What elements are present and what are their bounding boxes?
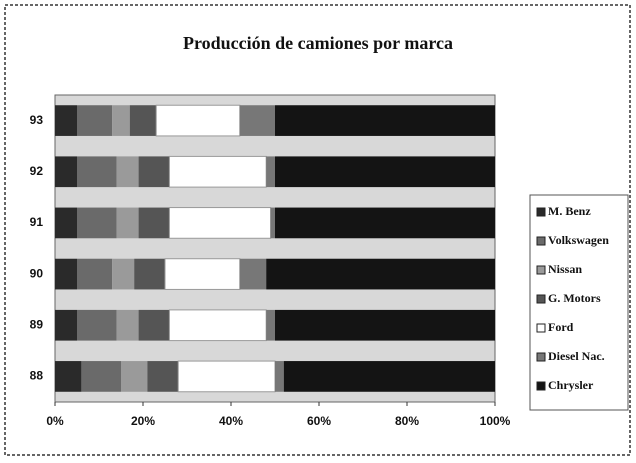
y-tick-label: 88 [30,369,44,383]
y-tick-label: 90 [30,266,44,280]
bar-segment [138,309,170,341]
legend-label: Nissan [548,262,582,276]
x-tick-label: 40% [219,414,243,428]
bar-segment [275,105,495,136]
legend-label: Diesel Nac. [548,349,605,363]
bar-segment [275,207,495,239]
bar-segment [138,156,170,188]
bar-segment [55,258,77,290]
bar-segment [55,207,77,239]
legend-swatch [536,236,546,246]
y-tick-label: 92 [30,164,44,178]
bar-segment [275,156,495,188]
bar-segment [138,207,170,239]
legend-box [529,194,629,411]
bar-segment [275,361,284,392]
bar-segment [112,105,130,136]
x-tick-label: 80% [395,414,419,428]
bar-segment [77,207,117,239]
bar-segment [164,258,241,290]
bar-segment [55,361,82,392]
bar-segment [134,258,165,290]
bar-segment [239,258,267,290]
x-tick-label: 100% [480,414,511,428]
x-tick-label: 60% [307,414,331,428]
plot-area [54,94,496,403]
bar-segment [116,207,139,239]
bar-segment [266,258,495,290]
bar-segment [168,309,267,342]
bar-segment [275,309,495,341]
bar-segment [77,156,117,188]
bar-segment [81,361,121,392]
legend-swatch [536,323,546,333]
legend-swatch [536,294,546,304]
bar-segment [270,207,275,239]
bar-segment [129,105,157,136]
bar-segment [116,156,139,188]
bar-segment [77,258,113,290]
x-tick-label: 0% [46,414,64,428]
legend-label: Ford [548,320,574,334]
bar-segment [77,309,117,341]
bar-segment [55,156,77,188]
bar-segment [116,309,139,341]
x-tick-label: 20% [131,414,155,428]
y-tick-label: 91 [30,215,44,229]
bar-segment [147,361,179,392]
y-tick-label: 89 [30,317,44,331]
y-tick-label: 93 [30,113,44,127]
bar-segment [112,258,135,290]
legend-label: G. Motors [548,291,601,305]
bar-segment [168,155,267,188]
legend-swatch [536,265,546,275]
legend-swatch [536,352,546,362]
bar-segment [266,156,275,188]
legend-label: Volkswagen [548,233,609,247]
legend-label: M. Benz [548,204,591,218]
bar-segment [283,361,495,392]
chart-title: Producción de camiones por marca [183,33,453,53]
legend-label: Chrysler [548,378,594,392]
bar-segment [77,105,113,136]
bar-segment [55,105,77,136]
bar-segment [121,361,148,392]
bar-segment [266,309,275,341]
bar-segment [168,207,272,239]
legend-swatch [536,381,546,391]
bar-segment [239,105,275,136]
bar-segment [55,309,77,341]
bar-segment [177,360,276,393]
bar-segment [155,104,241,137]
legend-swatch [536,207,546,217]
